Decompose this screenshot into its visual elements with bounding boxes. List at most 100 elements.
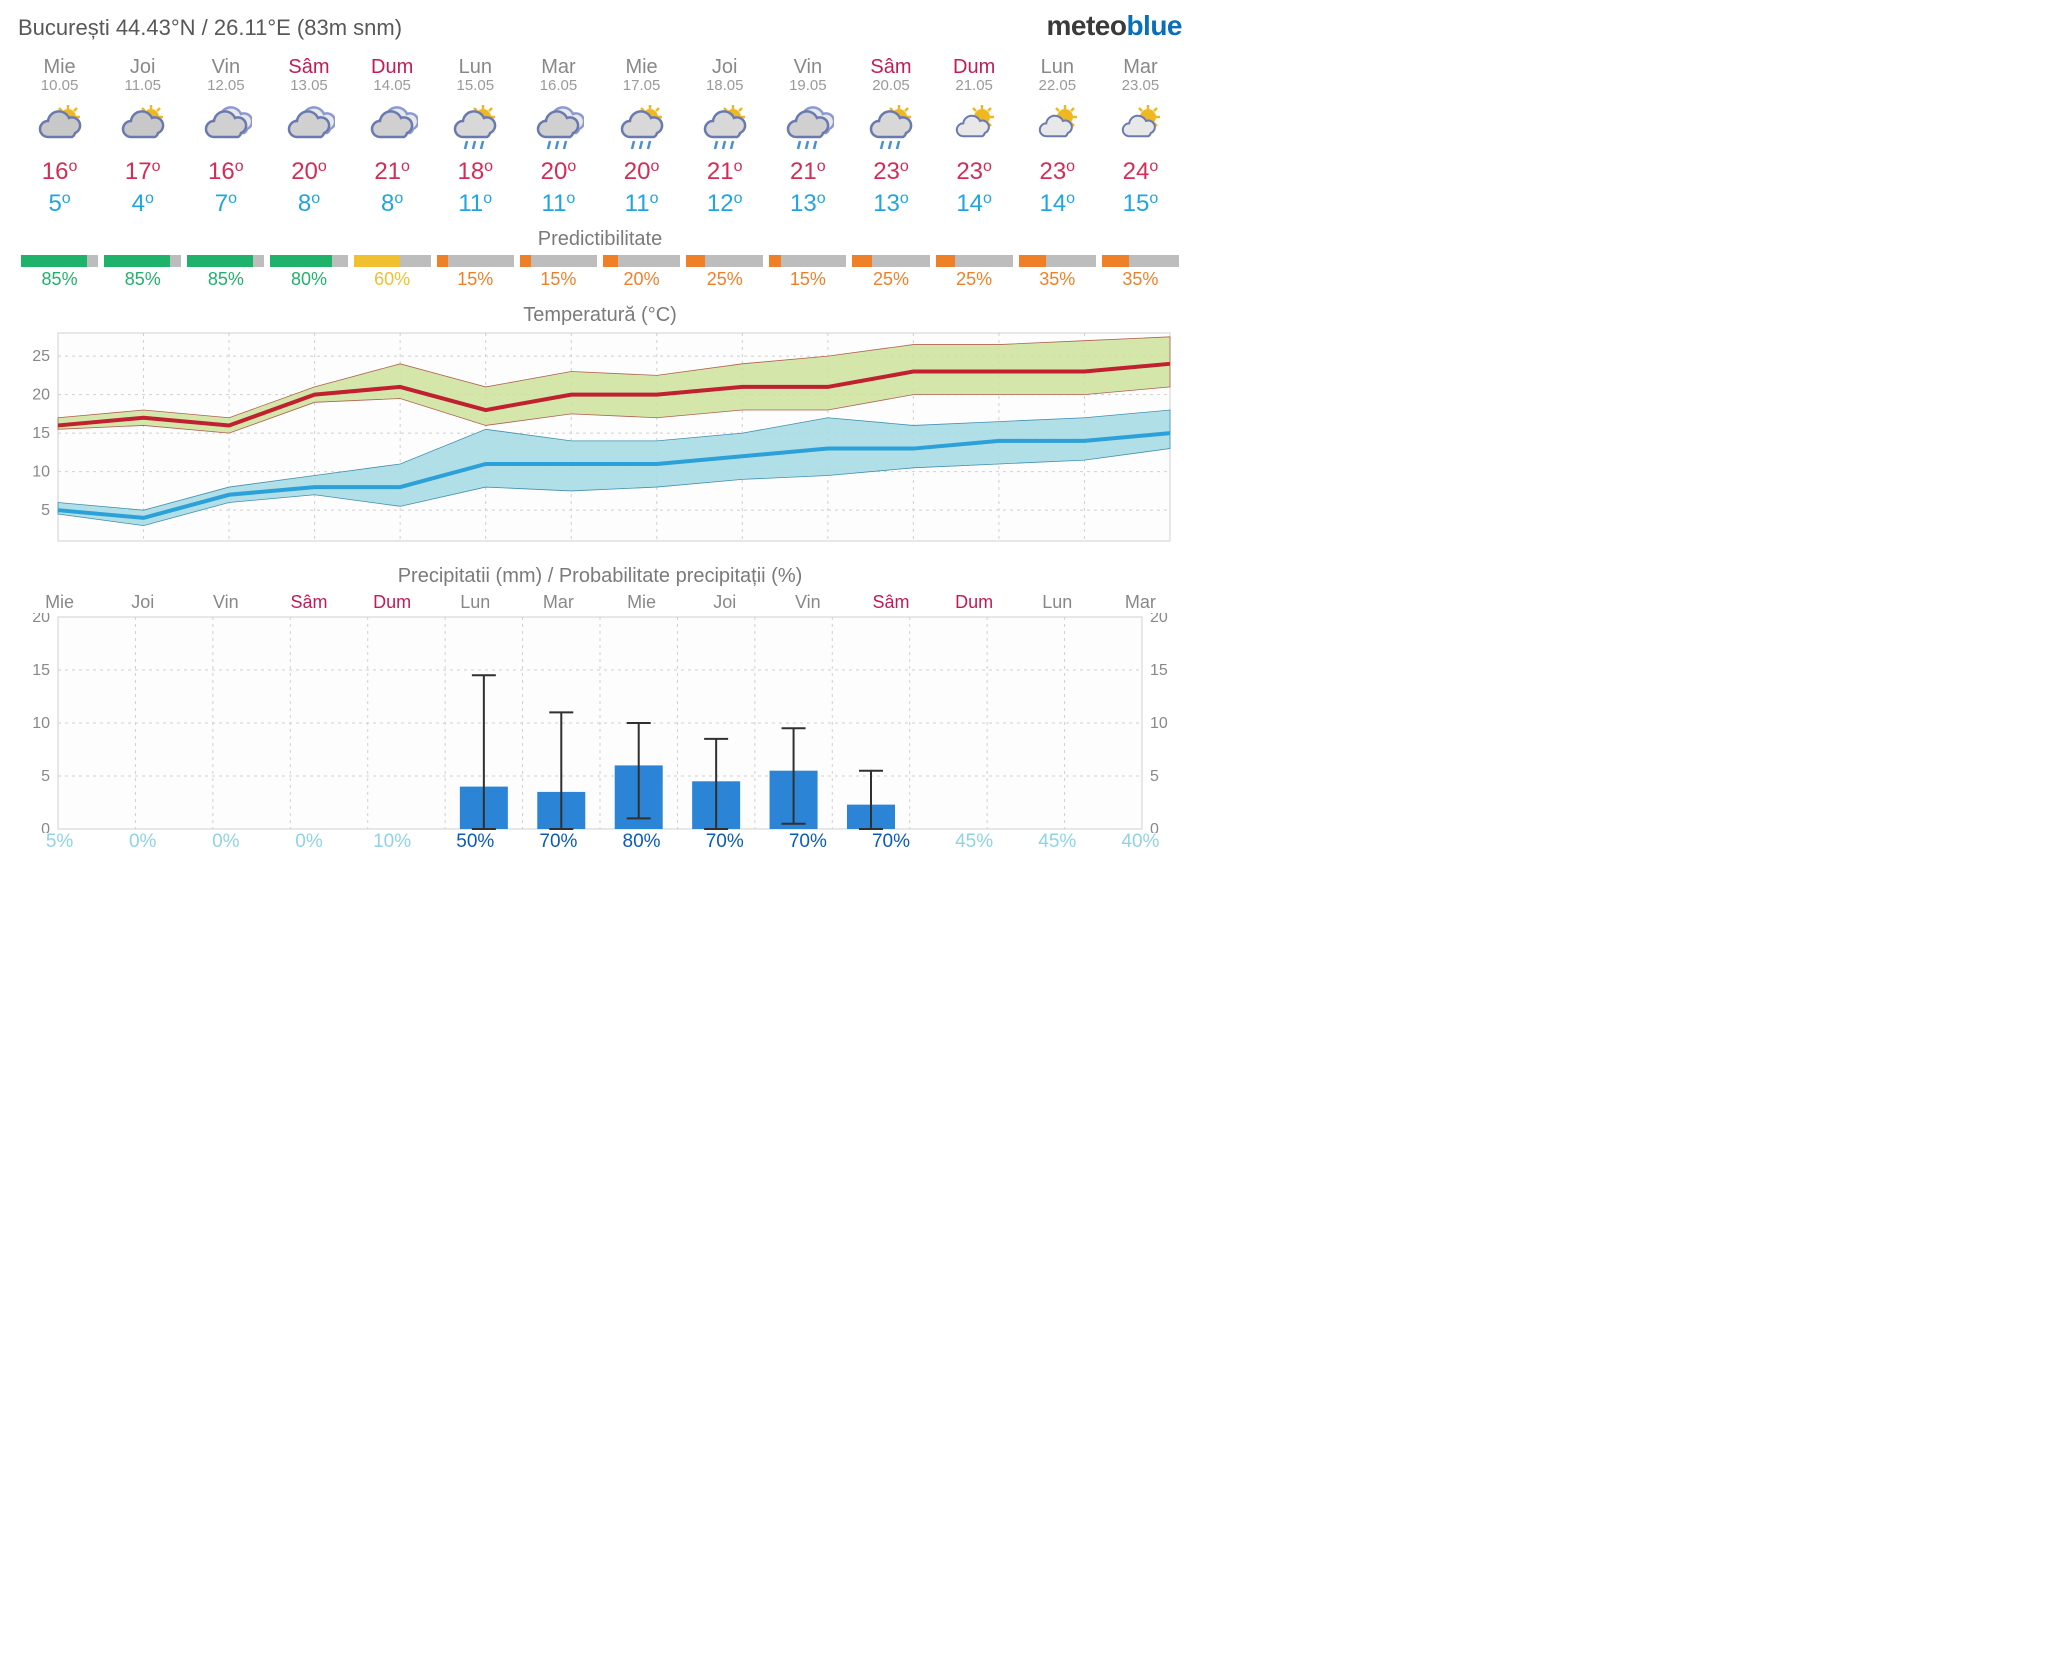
weather-icon (34, 103, 86, 151)
header: București 44.43°N / 26.11°E (83m snm) me… (18, 10, 1182, 46)
day-date: 21.05 (933, 77, 1016, 94)
temp-low: 13o (849, 190, 932, 218)
predictability-cell: 15% (434, 255, 517, 290)
day-column: Mar 23.05 24o 15o (1099, 56, 1182, 218)
location-title: București 44.43°N / 26.11°E (83m snm) (18, 15, 402, 41)
weather-icon (948, 103, 1000, 151)
brand-logo: meteoblue (1046, 10, 1182, 42)
predictability-cell: 85% (18, 255, 101, 290)
weather-icon (532, 103, 584, 151)
svg-text:25: 25 (32, 348, 50, 365)
day-column: Lun 22.05 23o 14o (1016, 56, 1099, 218)
precip-probability: 0% (184, 831, 267, 853)
precip-day-label: Vin (184, 592, 267, 613)
temp-high: 23o (849, 158, 932, 186)
day-name: Mie (18, 56, 101, 79)
svg-text:15: 15 (1150, 662, 1168, 679)
temp-low: 15o (1099, 190, 1182, 218)
predictability-value: 25% (936, 269, 1013, 290)
predictability-value: 15% (520, 269, 597, 290)
svg-text:5: 5 (41, 768, 50, 785)
predictability-bar (270, 255, 347, 267)
temp-high: 17o (101, 158, 184, 186)
day-date: 16.05 (517, 77, 600, 94)
predictability-bar (936, 255, 1013, 267)
probability-row: 5%0%0%0%10%50%70%80%70%70%70%45%45%40% (18, 831, 1182, 853)
day-column: Lun 15.05 18o 11o (434, 56, 517, 218)
temp-low: 7o (184, 190, 267, 218)
weather-icon (1031, 103, 1083, 151)
predictability-cell: 20% (600, 255, 683, 290)
day-column: Mie 17.05 20o 11o (600, 56, 683, 218)
predictability-value: 85% (21, 269, 98, 290)
temp-high: 23o (1016, 158, 1099, 186)
logo-part-a: meteo (1046, 10, 1126, 41)
day-column: Dum 14.05 21o 8o (351, 56, 434, 218)
day-date: 11.05 (101, 77, 184, 94)
precip-day-label: Joi (683, 592, 766, 613)
precipitation-chart: 0055101015152020 (18, 613, 1182, 833)
day-name: Lun (434, 56, 517, 79)
temperature-chart-title: Temperatură (°C) (18, 304, 1182, 327)
predictability-value: 25% (852, 269, 929, 290)
predictability-cell: 25% (933, 255, 1016, 290)
day-name: Dum (351, 56, 434, 79)
day-name: Vin (184, 56, 267, 79)
precip-day-label: Dum (351, 592, 434, 613)
predictability-bar (1019, 255, 1096, 267)
logo-part-b: blue (1126, 10, 1182, 41)
weather-icon (283, 103, 335, 151)
weather-icon (616, 103, 668, 151)
precip-day-label: Sâm (267, 592, 350, 613)
weather-icon (200, 103, 252, 151)
svg-text:20: 20 (1150, 613, 1168, 626)
precip-probability: 70% (683, 831, 766, 853)
temp-high: 16o (184, 158, 267, 186)
temp-low: 11o (600, 190, 683, 218)
day-date: 22.05 (1016, 77, 1099, 94)
svg-text:10: 10 (32, 715, 50, 732)
day-date: 13.05 (267, 77, 350, 94)
day-date: 10.05 (18, 77, 101, 94)
temp-low: 8o (351, 190, 434, 218)
day-date: 14.05 (351, 77, 434, 94)
day-name: Dum (933, 56, 1016, 79)
svg-text:15: 15 (32, 662, 50, 679)
day-name: Joi (683, 56, 766, 79)
day-column: Mar 16.05 20o 11o (517, 56, 600, 218)
day-date: 17.05 (600, 77, 683, 94)
precip-probability: 80% (600, 831, 683, 853)
predictability-value: 85% (104, 269, 181, 290)
precip-day-label: Joi (101, 592, 184, 613)
day-name: Lun (1016, 56, 1099, 79)
svg-text:10: 10 (32, 464, 50, 481)
precip-probability: 0% (101, 831, 184, 853)
precip-day-label: Lun (434, 592, 517, 613)
predictability-bar (520, 255, 597, 267)
temp-high: 24o (1099, 158, 1182, 186)
temp-high: 23o (933, 158, 1016, 186)
day-name: Vin (766, 56, 849, 79)
day-column: Dum 21.05 23o 14o (933, 56, 1016, 218)
precip-day-label: Lun (1016, 592, 1099, 613)
precip-probability: 45% (933, 831, 1016, 853)
weather-icon (782, 103, 834, 151)
temp-high: 18o (434, 158, 517, 186)
predictability-value: 85% (187, 269, 264, 290)
predictability-cell: 25% (849, 255, 932, 290)
predictability-bar (686, 255, 763, 267)
predictability-value: 60% (354, 269, 431, 290)
precip-probability: 10% (351, 831, 434, 853)
predictability-row: 85% 85% 85% 80% 60% 15% 15% 20% (18, 255, 1182, 290)
predictability-bar (852, 255, 929, 267)
precip-day-label: Mie (600, 592, 683, 613)
precip-probability: 5% (18, 831, 101, 853)
day-date: 19.05 (766, 77, 849, 94)
predictability-bar (21, 255, 98, 267)
predictability-bar (187, 255, 264, 267)
temp-low: 8o (267, 190, 350, 218)
weather-icon (865, 103, 917, 151)
temp-high: 21o (683, 158, 766, 186)
predictability-value: 35% (1102, 269, 1179, 290)
day-column: Joi 11.05 17o 4o (101, 56, 184, 218)
